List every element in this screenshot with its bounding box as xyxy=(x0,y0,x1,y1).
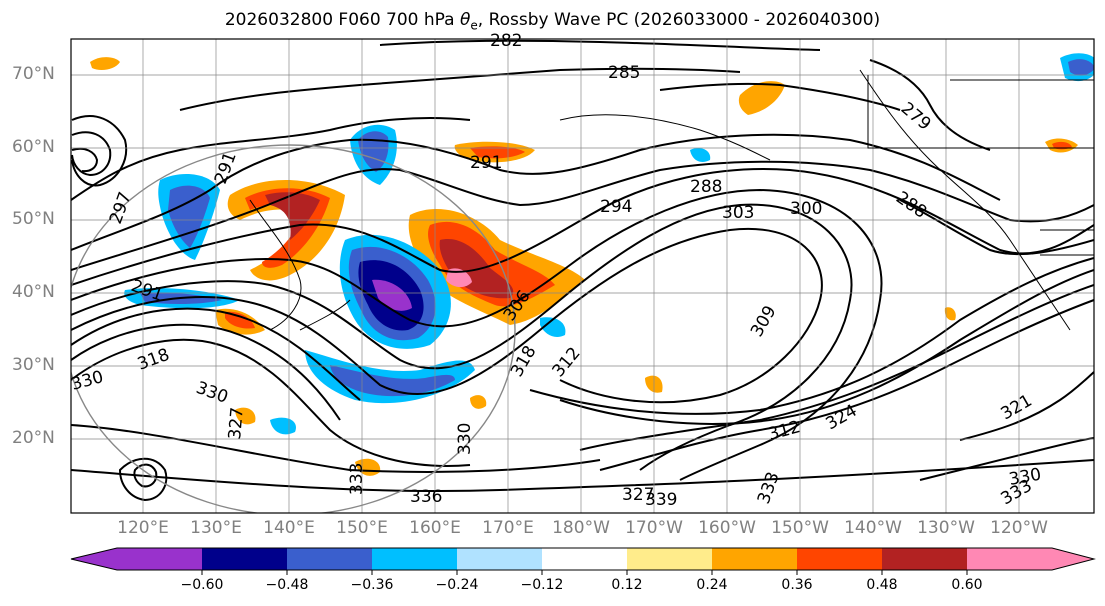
title-suffix: , Rossby Wave PC (2026033000 - 202604030… xyxy=(477,10,881,30)
colorbar-tick-label: 0.60 xyxy=(951,577,983,593)
lon-label: 140°E xyxy=(263,518,315,538)
contour-label: 288 xyxy=(690,177,722,197)
lon-label: 180°W xyxy=(552,518,610,538)
contour-label: 294 xyxy=(600,197,632,217)
coastlines xyxy=(249,69,1094,331)
colorbar-tick-label: 0.12 xyxy=(611,577,643,593)
colorbar-segment xyxy=(627,548,712,570)
contour-label: 282 xyxy=(490,31,522,51)
lon-label: 170°E xyxy=(482,518,534,538)
colorbar-tick-label: 0.48 xyxy=(866,577,898,593)
colorbar-ticks xyxy=(201,570,968,575)
colorbar-segment xyxy=(882,548,967,570)
colorbar-segment xyxy=(287,548,372,570)
contour-label: 285 xyxy=(608,63,640,83)
rossby-wave-circle xyxy=(71,144,516,513)
lat-label: 20°N xyxy=(12,428,55,448)
lon-label: 120°E xyxy=(117,518,169,538)
colorbar-segment xyxy=(372,548,457,570)
theta-subscript: e xyxy=(470,18,478,33)
colorbar-extend-low xyxy=(71,548,117,570)
contour-label: 291 xyxy=(470,153,502,173)
lat-label: 40°N xyxy=(12,282,55,302)
colorbar-segment xyxy=(202,548,287,570)
lon-label: 160°E xyxy=(409,518,461,538)
contour-label: 303 xyxy=(722,203,754,223)
lat-label: 60°N xyxy=(12,137,55,157)
lon-label: 120°W xyxy=(990,518,1048,538)
colorbar-tick-label: 0.36 xyxy=(781,577,813,593)
map-frame xyxy=(70,38,1095,514)
contour-label: 336 xyxy=(410,487,442,507)
map-background xyxy=(71,39,1094,513)
contour-label: 327 xyxy=(225,406,248,440)
lat-label: 70°N xyxy=(12,64,55,84)
colorbar-segment xyxy=(712,548,797,570)
theta-symbol: θ xyxy=(460,10,471,30)
lon-label: 130°E xyxy=(190,518,242,538)
colorbar xyxy=(70,547,1096,575)
colorbar-tick-label: −0.60 xyxy=(180,577,224,593)
colorbar-tick-label: 0.24 xyxy=(696,577,728,593)
colorbar-tick-label: −0.12 xyxy=(520,577,564,593)
colorbar-outline xyxy=(70,547,1096,571)
figure-title: 2026032800 F060 700 hPa θe, Rossby Wave … xyxy=(0,10,1105,32)
contour-label: 330 xyxy=(455,423,475,455)
colorbar-segment xyxy=(967,548,1052,570)
colorbar-segment xyxy=(457,548,542,570)
colorbar-segment xyxy=(797,548,882,570)
colorbar-tick-label: −0.36 xyxy=(350,577,394,593)
colorbar-tick-label: −0.48 xyxy=(265,577,309,593)
title-prefix: 2026032800 F060 700 hPa xyxy=(224,10,460,30)
contour-label: 300 xyxy=(790,199,822,219)
theta-e-contours xyxy=(71,39,1094,502)
colorbar-segment xyxy=(542,548,627,570)
lat-label: 30°N xyxy=(12,355,55,375)
lon-label: 130°W xyxy=(917,518,975,538)
colorbar-segment xyxy=(117,548,202,570)
colorbar-extend-high xyxy=(1052,548,1094,570)
lon-label: 150°E xyxy=(336,518,388,538)
contour-label: 327 xyxy=(622,485,654,505)
lon-label: 170°W xyxy=(625,518,683,538)
contour-label: 333 xyxy=(347,463,367,495)
lon-label: 160°W xyxy=(698,518,756,538)
lon-label: 140°W xyxy=(844,518,902,538)
lat-label: 50°N xyxy=(12,209,55,229)
lon-label: 150°W xyxy=(771,518,829,538)
colorbar-tick-label: −0.24 xyxy=(435,577,479,593)
contour-label: 339 xyxy=(645,490,677,510)
